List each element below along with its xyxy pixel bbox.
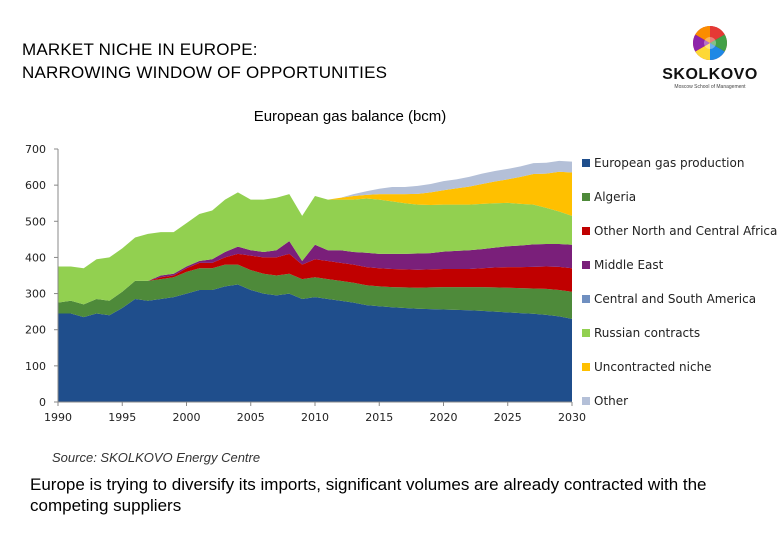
- y-tick-label: 0: [39, 396, 46, 409]
- legend-label-algeria: Algeria: [594, 190, 636, 204]
- x-tick-label: 2015: [365, 411, 393, 424]
- source-note: Source: SKOLKOVO Energy Centre: [52, 450, 261, 465]
- skolkovo-logo: SKOLKOVO Moscow School of Management: [660, 20, 760, 95]
- logo-tagline: Moscow School of Management: [674, 84, 746, 90]
- legend-swatch-algeria: [582, 193, 590, 201]
- x-tick-label: 2030: [558, 411, 586, 424]
- gas-balance-chart: 0 100 200 300 400 500 600 700 1990 1995 2000 2005 20…: [25, 143, 777, 424]
- legend-swatch-other-north-and-central-africa: [582, 227, 590, 235]
- area-russian-contracts: [58, 192, 572, 305]
- area-middle-east: [58, 241, 572, 305]
- y-tick-label: 600: [25, 179, 46, 192]
- legend-swatch-russian-contracts: [582, 329, 590, 337]
- legend-label-european-gas-production: European gas production: [594, 156, 744, 170]
- x-tick-label: 1990: [44, 411, 72, 424]
- area-other-north-and-central-africa: [58, 253, 572, 305]
- area-algeria: [58, 264, 572, 319]
- legend-swatch-other: [582, 397, 590, 405]
- y-tick-label: 700: [25, 143, 46, 156]
- legend-label-uncontracted-niche: Uncontracted niche: [594, 360, 712, 374]
- logo-cube-icon: [693, 26, 727, 60]
- y-tick-label: 300: [25, 288, 46, 301]
- legend-label-russian-contracts: Russian contracts: [594, 326, 700, 340]
- legend-label-middle-east: Middle East: [594, 258, 664, 272]
- x-tick-label: 2010: [301, 411, 329, 424]
- area-uncontracted-niche: [58, 171, 572, 269]
- slide-title: MARKET NICHE IN EUROPE: NARROWING WINDOW…: [22, 38, 387, 84]
- x-tick-label: 1995: [108, 411, 136, 424]
- legend-swatch-middle-east: [582, 261, 590, 269]
- area-european-gas-production: [58, 284, 572, 402]
- chart-title: European gas balance (bcm): [253, 108, 447, 125]
- caption-text: Europe is trying to diversify its import…: [30, 475, 707, 515]
- legend-label-central-and-south-america: Central and South America: [594, 292, 756, 306]
- legend-label-other: Other: [594, 394, 628, 408]
- legend-swatch-central-and-south-america: [582, 295, 590, 303]
- legend-swatch-european-gas-production: [582, 159, 590, 167]
- x-tick-label: 2005: [237, 411, 265, 424]
- legend-swatch-uncontracted-niche: [582, 363, 590, 371]
- y-tick-label: 400: [25, 251, 46, 264]
- legend-label-other-north-and-central-africa: Other North and Central Africa: [594, 224, 777, 238]
- x-tick-label: 2000: [173, 411, 201, 424]
- slide-title-line2: NARROWING WINDOW OF OPPORTUNITIES: [22, 63, 388, 82]
- y-tick-label: 100: [25, 360, 46, 373]
- x-tick-label: 2025: [494, 411, 522, 424]
- y-tick-label: 500: [25, 215, 46, 228]
- slide-title-line1: MARKET NICHE IN EUROPE:: [22, 40, 258, 59]
- x-tick-label: 2020: [430, 411, 458, 424]
- logo-text: SKOLKOVO: [662, 66, 758, 83]
- area-other: [58, 160, 572, 269]
- y-tick-label: 200: [25, 324, 46, 337]
